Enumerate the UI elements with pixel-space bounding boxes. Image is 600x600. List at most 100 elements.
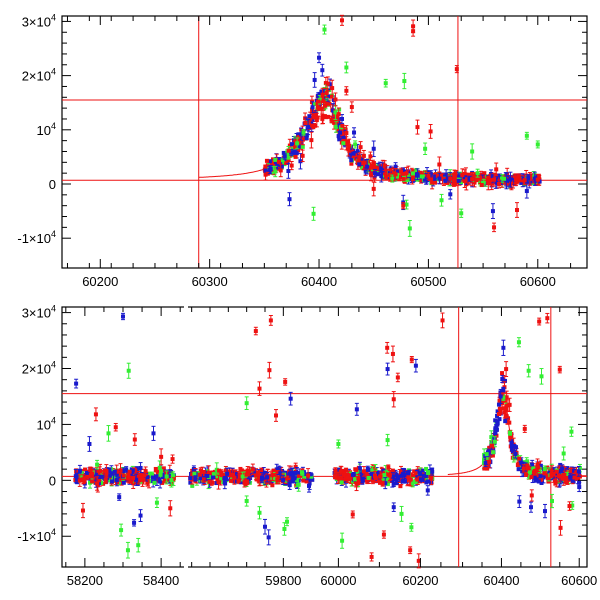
data-point (419, 174, 424, 179)
data-point (496, 412, 501, 417)
data-point-blue (517, 495, 522, 508)
data-point (572, 475, 577, 480)
data-point (438, 172, 443, 177)
data-point (307, 114, 312, 119)
data-point (138, 477, 143, 482)
data-point (526, 174, 531, 181)
data-point (418, 470, 423, 477)
y-tick-base: 0 (49, 177, 56, 192)
data-point-red (300, 149, 305, 163)
data-point (519, 177, 524, 182)
data-point (97, 474, 102, 479)
data-point (131, 475, 136, 480)
data-point (405, 177, 410, 182)
data-point-green (244, 495, 249, 507)
data-point (263, 164, 268, 169)
data-point-green (524, 131, 529, 140)
data-point (354, 467, 359, 472)
data-point (529, 475, 534, 480)
data-point-green (439, 193, 444, 207)
data-point (84, 470, 89, 475)
data-point (562, 472, 567, 478)
x-tick-label: 60200 (82, 274, 118, 289)
data-point (497, 173, 502, 178)
data-point-red (168, 500, 173, 517)
top-plot-frame (61, 15, 588, 269)
data-point (317, 91, 322, 96)
data-point (152, 480, 157, 485)
data-point (310, 117, 315, 122)
data-point-red (409, 356, 414, 364)
data-point (157, 477, 162, 482)
data-point (315, 105, 320, 110)
data-point-green (311, 206, 316, 221)
data-point-red (470, 172, 475, 187)
data-point (190, 483, 195, 488)
data-point (154, 474, 159, 479)
data-point (416, 174, 421, 179)
data-point-blue (288, 391, 293, 406)
data-point (360, 476, 365, 483)
data-point (319, 89, 324, 94)
data-point-red (268, 314, 273, 326)
data-point-blue (371, 140, 376, 158)
data-point-green (423, 142, 428, 156)
data-point (445, 176, 450, 181)
data-point (215, 474, 220, 479)
data-point-blue (490, 203, 495, 220)
data-point (275, 470, 280, 475)
data-point (188, 476, 193, 481)
data-point (534, 468, 539, 473)
y-tick-label: 2×104 (22, 67, 56, 84)
data-point (292, 149, 297, 154)
data-point (301, 478, 306, 483)
data-point (542, 471, 547, 476)
data-point (290, 142, 295, 147)
data-point (521, 175, 526, 180)
data-point (346, 142, 351, 157)
data-point (201, 469, 206, 474)
data-point (415, 477, 420, 482)
data-point (406, 471, 411, 476)
data-point (375, 172, 380, 177)
y-tick-label: 2×104 (22, 360, 56, 377)
data-point-red (492, 172, 497, 187)
data-point-red (289, 160, 294, 171)
data-point-red (371, 181, 376, 197)
data-point (452, 178, 457, 183)
data-point-blue (266, 529, 271, 546)
data-point (121, 480, 126, 485)
data-point (490, 174, 495, 179)
data-point (497, 406, 502, 411)
data-point (340, 123, 345, 128)
y-tick-exp: 4 (51, 229, 56, 239)
data-point (497, 179, 502, 189)
data-point (301, 129, 306, 136)
data-point-green (539, 368, 544, 385)
data-point (536, 479, 541, 484)
data-point (488, 178, 493, 183)
y-tick-exp: 4 (51, 67, 56, 77)
data-point-red (385, 341, 390, 354)
data-point (452, 173, 457, 178)
data-point (205, 474, 210, 479)
data-point (267, 159, 272, 164)
data-point-red (309, 131, 314, 149)
data-point (286, 158, 291, 163)
y-tick-label: 3×104 (22, 12, 56, 29)
y-tick-label: 0 (49, 177, 56, 192)
data-point (349, 161, 354, 166)
y-tick-label: -1×104 (17, 527, 56, 544)
data-point-green (273, 165, 278, 178)
data-point (337, 137, 342, 142)
data-point (401, 176, 406, 181)
data-point (77, 474, 82, 487)
data-point-blue (138, 509, 143, 522)
data-point-blue (425, 485, 430, 496)
data-point (282, 152, 287, 160)
data-point-red (437, 156, 442, 173)
data-point (286, 148, 291, 153)
data-point (391, 480, 396, 488)
data-point (279, 164, 284, 169)
data-point-red (428, 124, 433, 139)
